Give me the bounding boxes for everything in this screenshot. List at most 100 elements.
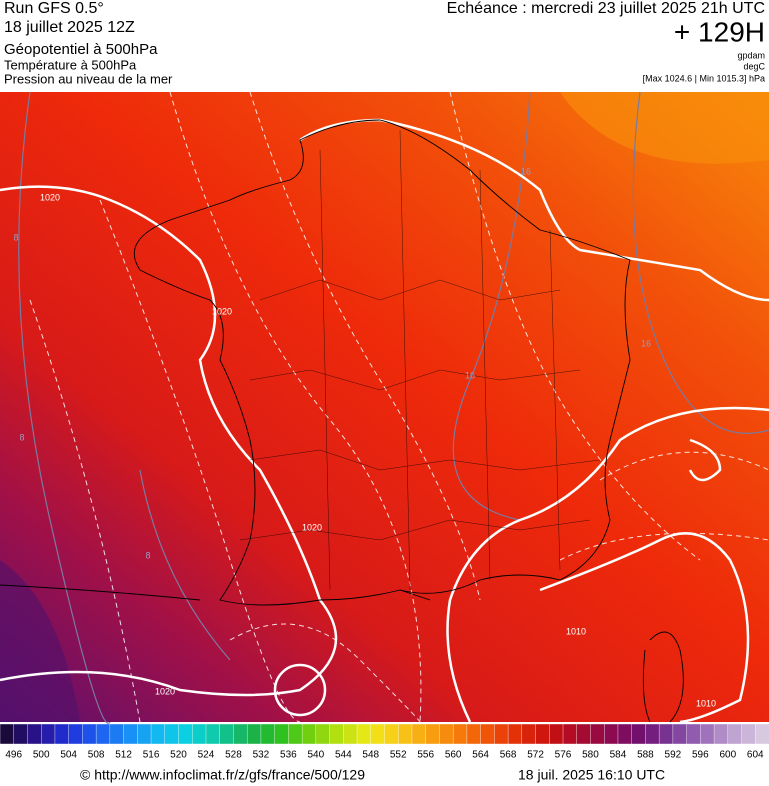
contour-label: 1020 bbox=[40, 192, 60, 202]
colorbar-swatch bbox=[521, 723, 537, 745]
colorbar-swatch bbox=[672, 723, 688, 745]
colorbar-swatch bbox=[562, 723, 578, 745]
valid-time: Echéance : mercredi 23 juillet 2025 21h … bbox=[447, 0, 765, 17]
colorbar-label: 604 bbox=[747, 750, 764, 761]
contour-label: 1020 bbox=[302, 522, 322, 532]
contour-label: 8 bbox=[13, 232, 18, 242]
colorbar-swatch bbox=[192, 723, 207, 745]
colorbar-swatch bbox=[494, 723, 509, 745]
pressure-range: [Max 1024.6 | Min 1015.3] hPa bbox=[643, 73, 765, 83]
colorbar-swatch bbox=[40, 723, 56, 745]
geopotential-contours bbox=[18, 91, 769, 724]
colorbar-swatch bbox=[755, 723, 769, 745]
colorbar-label: 496 bbox=[5, 750, 22, 761]
contour-label: 16 bbox=[521, 166, 531, 176]
colorbar-swatch bbox=[631, 723, 647, 745]
colorbar-label: 540 bbox=[307, 750, 324, 761]
temperature-contours bbox=[29, 91, 769, 723]
colorbar-swatch bbox=[260, 723, 276, 745]
contour-label: 1020 bbox=[212, 306, 232, 316]
colorbar-swatch bbox=[439, 723, 454, 745]
contour-label: 1010 bbox=[696, 698, 716, 708]
colorbar-label: 600 bbox=[719, 750, 736, 761]
colorbar-swatch bbox=[343, 723, 358, 745]
colorbar-label: 588 bbox=[637, 750, 654, 761]
colorbar-swatch bbox=[535, 723, 550, 745]
colorbar-swatch bbox=[150, 723, 166, 745]
colorbar-label: 596 bbox=[692, 750, 709, 761]
colorbar-swatch bbox=[370, 723, 386, 745]
colorbar-label: 584 bbox=[610, 750, 627, 761]
colorbar: 496 500 504 508 512 516 520 524 528 532 536 540 544 5… bbox=[0, 723, 769, 761]
colorbar-swatch bbox=[452, 723, 468, 745]
colorbar-label: 568 bbox=[500, 750, 517, 761]
colorbar-swatch bbox=[288, 723, 303, 745]
contour-label: 8 bbox=[145, 550, 150, 560]
contour-labels: 1020 1020 1020 1020 1010 1010 16 16 16 8 8 8 bbox=[13, 166, 716, 708]
colorbar-swatch bbox=[178, 723, 193, 745]
field-1: Géopotentiel à 500hPa bbox=[4, 41, 158, 58]
unit-gpdam: gpdam bbox=[737, 50, 765, 60]
colorbar-label: 512 bbox=[115, 750, 132, 761]
colorbar-swatch bbox=[0, 723, 15, 745]
colorbar-swatch bbox=[576, 723, 592, 745]
colorbar-swatch bbox=[617, 723, 633, 745]
field-shading bbox=[0, 92, 769, 722]
colorbar-label: 536 bbox=[280, 750, 297, 761]
colorbar-swatch bbox=[123, 723, 139, 745]
colorbar-swatch bbox=[425, 723, 441, 745]
colorbar-swatch bbox=[164, 723, 180, 745]
colorbar-swatch bbox=[480, 723, 496, 745]
colorbar-swatch bbox=[109, 723, 125, 745]
colorbar-swatch bbox=[466, 723, 482, 745]
colorbar-swatch bbox=[356, 723, 372, 745]
contour-label: 1020 bbox=[155, 686, 175, 696]
colorbar-swatch bbox=[741, 723, 756, 745]
departments bbox=[239, 129, 601, 591]
cold-zone bbox=[0, 560, 80, 722]
field-2: Température à 500hPa bbox=[4, 57, 137, 72]
colorbar-label: 564 bbox=[472, 750, 489, 761]
colorbar-swatch bbox=[590, 723, 605, 745]
coastline-borders bbox=[0, 119, 684, 723]
colorbar-swatch bbox=[246, 723, 262, 745]
colorbar-label: 592 bbox=[665, 750, 682, 761]
contour-label: 1010 bbox=[566, 626, 586, 636]
field-3: Pression au niveau de la mer bbox=[4, 71, 173, 86]
colorbar-swatch bbox=[398, 723, 413, 745]
warm-zone bbox=[560, 92, 769, 164]
colorbar-swatch bbox=[384, 723, 399, 745]
colorbar-label: 508 bbox=[88, 750, 105, 761]
colorbar-swatch bbox=[68, 723, 84, 745]
colorbar-label: 572 bbox=[527, 750, 544, 761]
colorbar-swatch bbox=[329, 723, 345, 745]
colorbar-swatch bbox=[274, 723, 290, 745]
colorbar-label: 544 bbox=[335, 750, 352, 761]
colorbar-swatch bbox=[95, 723, 111, 745]
colorbar-swatch bbox=[700, 723, 715, 745]
colorbar-swatch bbox=[645, 723, 660, 745]
colorbar-label: 556 bbox=[417, 750, 434, 761]
credit-url: © http://www.infoclimat.fr/z/gfs/france/… bbox=[80, 767, 365, 783]
colorbar-swatch bbox=[727, 723, 743, 745]
colorbar-label: 504 bbox=[60, 750, 77, 761]
colorbar-swatch bbox=[411, 723, 427, 745]
colorbar-label: 524 bbox=[198, 750, 215, 761]
colorbar-swatch bbox=[54, 723, 70, 745]
colorbar-swatch bbox=[604, 723, 619, 745]
colorbar-label: 580 bbox=[582, 750, 599, 761]
colorbar-swatch bbox=[686, 723, 702, 745]
colorbar-swatch bbox=[233, 723, 248, 745]
colorbar-label: 552 bbox=[390, 750, 407, 761]
colorbar-swatch bbox=[219, 723, 235, 745]
colorbar-label: 560 bbox=[445, 750, 462, 761]
contour-label: 16 bbox=[465, 370, 475, 380]
colorbar-swatch bbox=[301, 723, 317, 745]
colorbar-swatch bbox=[658, 723, 674, 745]
colorbar-swatch bbox=[315, 723, 331, 745]
colorbar-swatch bbox=[137, 723, 152, 745]
colorbar-swatch bbox=[507, 723, 523, 745]
generated-date: 18 juil. 2025 16:10 UTC bbox=[518, 767, 665, 783]
contour-label: 16 bbox=[641, 338, 651, 348]
